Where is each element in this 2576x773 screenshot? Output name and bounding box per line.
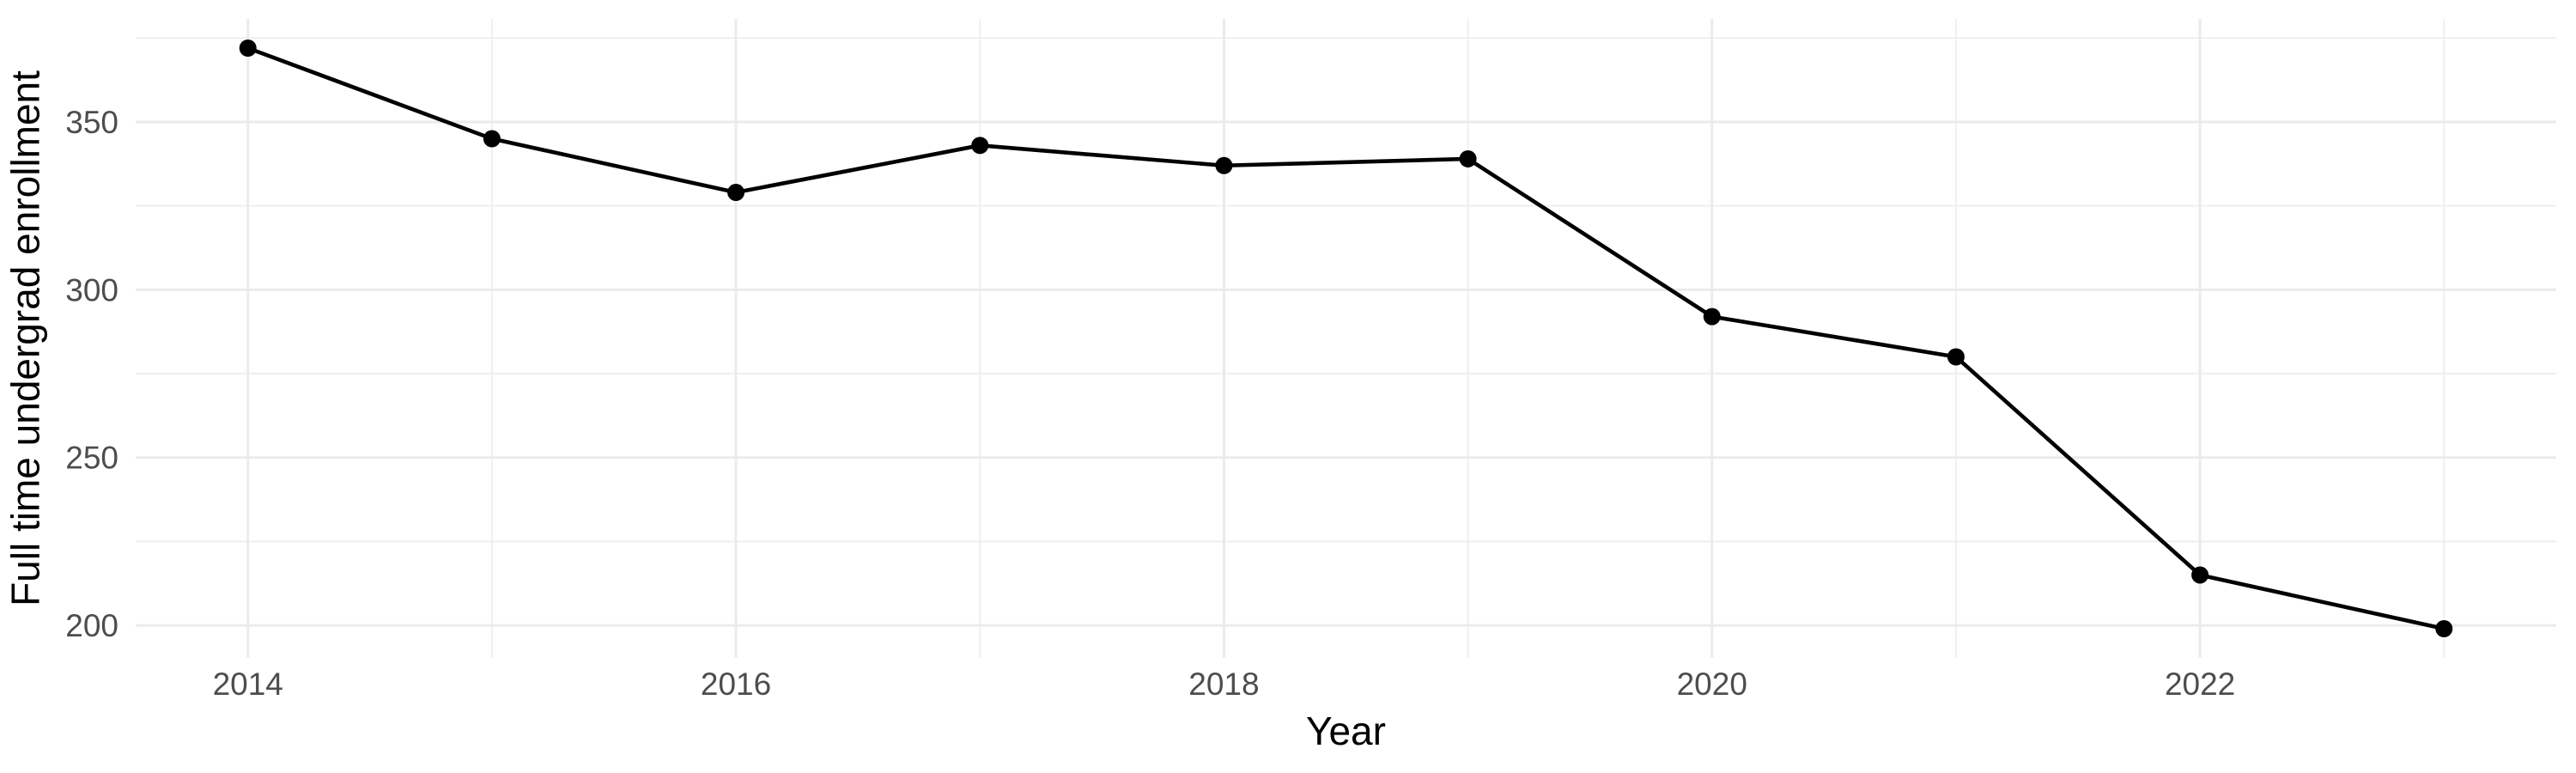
enrollment-series-line [246, 46, 2446, 631]
data-point [727, 184, 745, 202]
data-point [2435, 620, 2453, 638]
x-axis-tick-label: 2018 [1188, 666, 1259, 702]
y-axis-tick-label: 300 [65, 272, 118, 307]
y-axis-tick-label: 350 [65, 105, 118, 140]
data-point [1215, 156, 1233, 174]
data-point [1459, 149, 1477, 167]
data-point [239, 39, 257, 57]
data-point [2191, 566, 2209, 584]
data-point [483, 130, 501, 148]
data-point [971, 137, 989, 155]
x-axis-tick-label: 2022 [2165, 666, 2235, 702]
x-axis-title: Year [1306, 709, 1386, 753]
y-axis-title: Full time undergrad enrollment [3, 70, 48, 606]
x-axis-tick-label: 2014 [213, 666, 283, 702]
x-axis-tick-label: 2020 [1677, 666, 1747, 702]
data-point [1947, 348, 1965, 366]
data-point [1703, 307, 1721, 326]
x-axis-tick-label: 2016 [701, 666, 771, 702]
y-axis-tick-label: 200 [65, 608, 118, 643]
y-axis-tick-label: 250 [65, 441, 118, 476]
